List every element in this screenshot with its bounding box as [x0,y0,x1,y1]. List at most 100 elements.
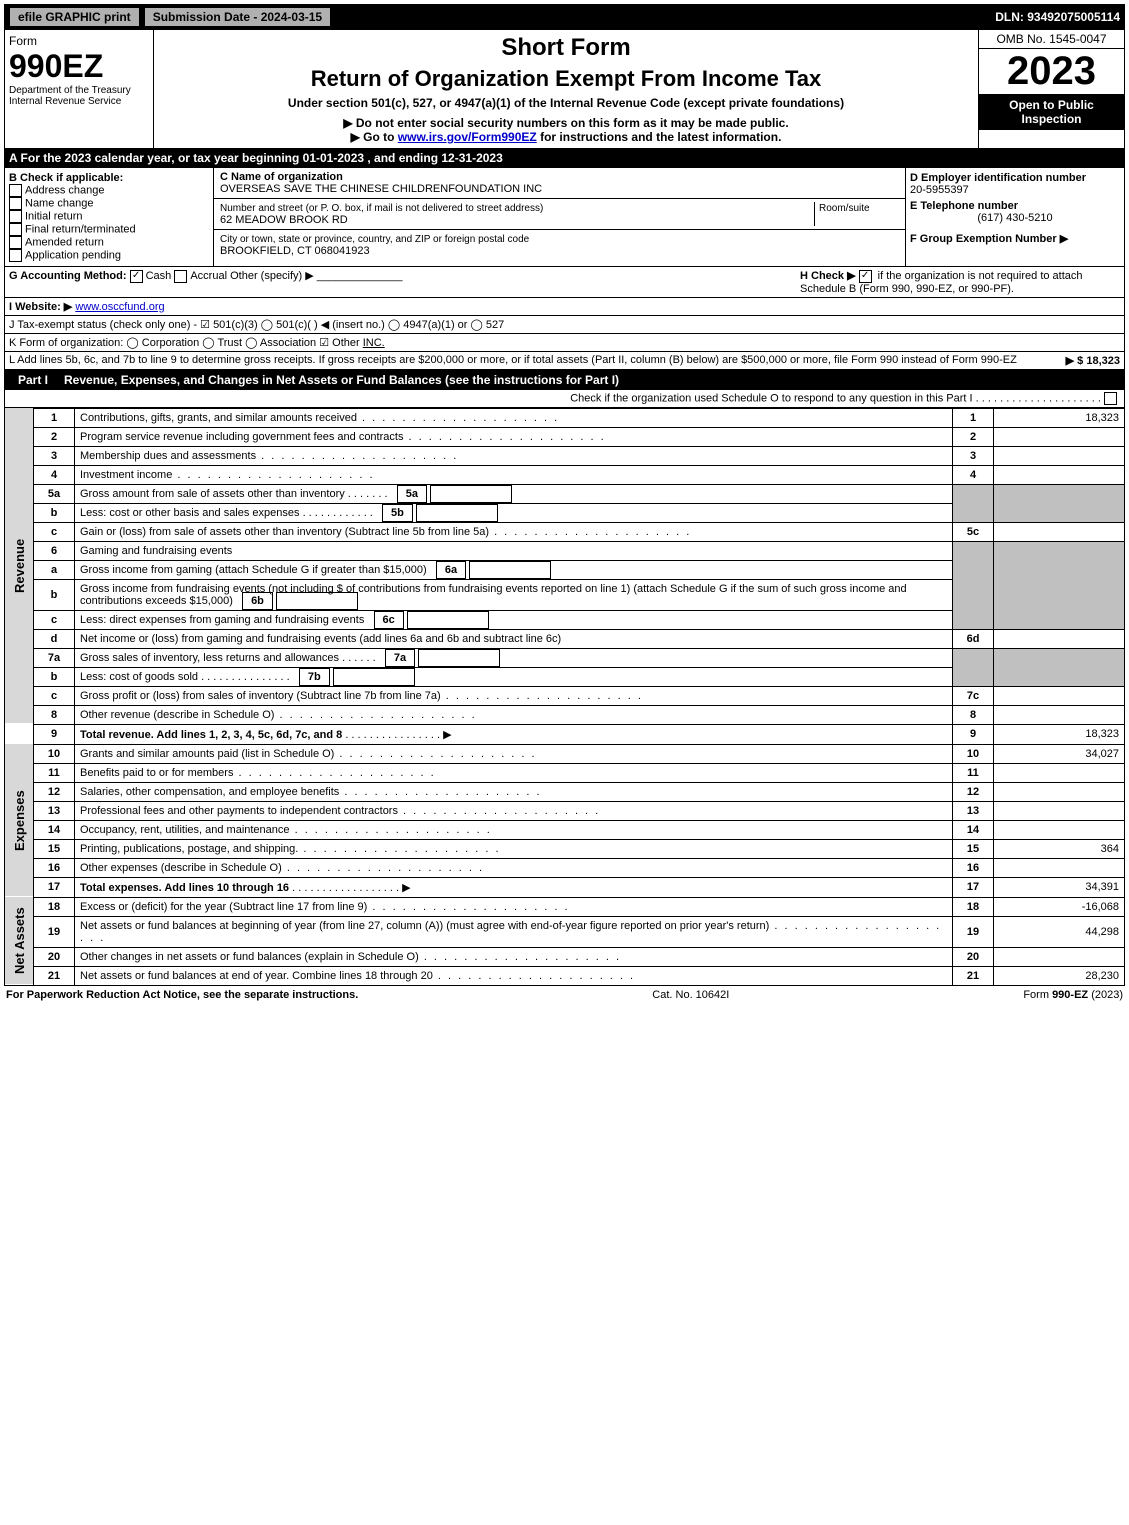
lines-table: Revenue 1 Contributions, gifts, grants, … [4,408,1125,986]
ln8-num: 8 [34,705,75,724]
rev-spacer [5,724,34,744]
ln6c-num: c [34,610,75,629]
ln19-num: 19 [34,916,75,947]
ln6c-subval [407,611,489,629]
checkbox-application-pending[interactable] [9,249,22,262]
checkbox-name-change[interactable] [9,197,22,210]
k-value: INC. [363,337,385,349]
g-label: G Accounting Method: [9,270,127,282]
checkbox-h[interactable] [859,270,872,283]
ln20-val [994,947,1125,966]
ln2-val [994,427,1125,446]
ln4-ref: 4 [953,465,994,484]
ln11-val [994,763,1125,782]
top-bar: efile GRAPHIC print Submission Date - 20… [4,4,1125,30]
ln3-val [994,446,1125,465]
ln6d-num: d [34,629,75,648]
ln11-desc: Benefits paid to or for members [75,763,953,782]
ln9-val: 18,323 [994,724,1125,744]
page-footer: For Paperwork Reduction Act Notice, see … [4,986,1125,1004]
ln9-desc: Total revenue. Add lines 1, 2, 3, 4, 5c,… [75,724,953,744]
ln6b-desc: Gross income from fundraising events (no… [75,579,953,610]
phone-value: (617) 430-5210 [910,212,1120,224]
opt-initial: Initial return [25,210,82,222]
ln5ab-shade [953,484,994,522]
h-label: H Check ▶ [800,270,856,282]
ln21-ref: 21 [953,966,994,985]
ln18-ref: 18 [953,897,994,916]
ln17-val: 34,391 [994,877,1125,897]
footer-mid: Cat. No. 10642I [652,989,729,1001]
ln4-val [994,465,1125,484]
main-title: Return of Organization Exempt From Incom… [158,66,974,92]
omb-text: OMB No. 1545-0047 [979,30,1124,49]
ln5ab-shadeval [994,484,1125,522]
ln18-num: 18 [34,897,75,916]
city-value: BROOKFIELD, CT 068041923 [220,245,370,257]
ln5a-num: 5a [34,484,75,503]
ln7a-sub: 7a [385,649,415,667]
website-link[interactable]: www.osccfund.org [75,301,164,313]
ln14-val [994,820,1125,839]
ln13-ref: 13 [953,801,994,820]
opt-address: Address change [25,184,105,196]
ln5a-desc: Gross amount from sale of assets other t… [75,484,953,503]
ln1-desc: Contributions, gifts, grants, and simila… [75,408,953,427]
ln5c-desc: Gain or (loss) from sale of assets other… [75,522,953,541]
ln15-ref: 15 [953,839,994,858]
ln5a-subval [430,485,512,503]
ln12-val [994,782,1125,801]
subtitle: Under section 501(c), 527, or 4947(a)(1)… [158,96,974,110]
ln17-desc: Total expenses. Add lines 10 through 16 … [75,877,953,897]
part1-check-text: Check if the organization used Schedule … [570,392,972,404]
ln17-ref: 17 [953,877,994,897]
irs-link[interactable]: www.irs.gov/Form990EZ [398,130,537,144]
g-other: Other (specify) ▶ [230,270,314,282]
ln17-num: 17 [34,877,75,897]
ln17-text: Total expenses. Add lines 10 through 16 [80,882,289,894]
row-g-h: G Accounting Method: Cash Accrual Other … [4,267,1125,298]
form-word: Form [9,34,149,48]
ln6d-val [994,629,1125,648]
line-a: A For the 2023 calendar year, or tax yea… [4,149,1125,168]
dln-text: DLN: 93492075005114 [995,10,1120,24]
ln5c-num: c [34,522,75,541]
ln6b-subval [276,592,358,610]
f-label: F Group Exemption Number ▶ [910,232,1120,245]
ln6a-sub: 6a [436,561,466,579]
ln7ab-shade [953,648,994,686]
submission-date-button[interactable]: Submission Date - 2024-03-15 [144,7,331,27]
part1-header: Part I Revenue, Expenses, and Changes in… [4,370,1125,390]
expenses-vlabel: Expenses [5,744,34,897]
checkbox-amended-return[interactable] [9,236,22,249]
ln6-shadeval [994,541,1125,629]
checkbox-final-return[interactable] [9,223,22,236]
row-j: J Tax-exempt status (check only one) - ☑… [4,316,1125,334]
row-l: L Add lines 5b, 6c, and 7b to line 9 to … [4,352,1125,370]
ln10-val: 34,027 [994,744,1125,763]
checkbox-initial-return[interactable] [9,210,22,223]
ln5b-text: Less: cost or other basis and sales expe… [80,507,300,519]
ln9-text: Total revenue. Add lines 1, 2, 3, 4, 5c,… [80,729,342,741]
ein-value: 20-5955397 [910,184,1120,196]
checkbox-accrual[interactable] [174,270,187,283]
efile-print-button[interactable]: efile GRAPHIC print [9,7,140,27]
ln14-num: 14 [34,820,75,839]
d-label: D Employer identification number [910,172,1120,184]
checkbox-address-change[interactable] [9,184,22,197]
form-header: Form 990EZ Department of the Treasury In… [4,30,1125,149]
warning-1: Do not enter social security numbers on … [158,116,974,130]
row-i: I Website: ▶ www.osccfund.org [4,298,1125,316]
opt-amended: Amended return [25,236,104,248]
ln3-ref: 3 [953,446,994,465]
opt-pending: Application pending [25,249,121,261]
ln6a-subval [469,561,551,579]
revenue-vlabel: Revenue [5,408,34,724]
ln1-ref: 1 [953,408,994,427]
ln5c-val [994,522,1125,541]
ln7c-val [994,686,1125,705]
i-label: I Website: ▶ [9,301,72,313]
checkbox-part1[interactable] [1104,392,1117,405]
checkbox-cash[interactable] [130,270,143,283]
ln19-val: 44,298 [994,916,1125,947]
